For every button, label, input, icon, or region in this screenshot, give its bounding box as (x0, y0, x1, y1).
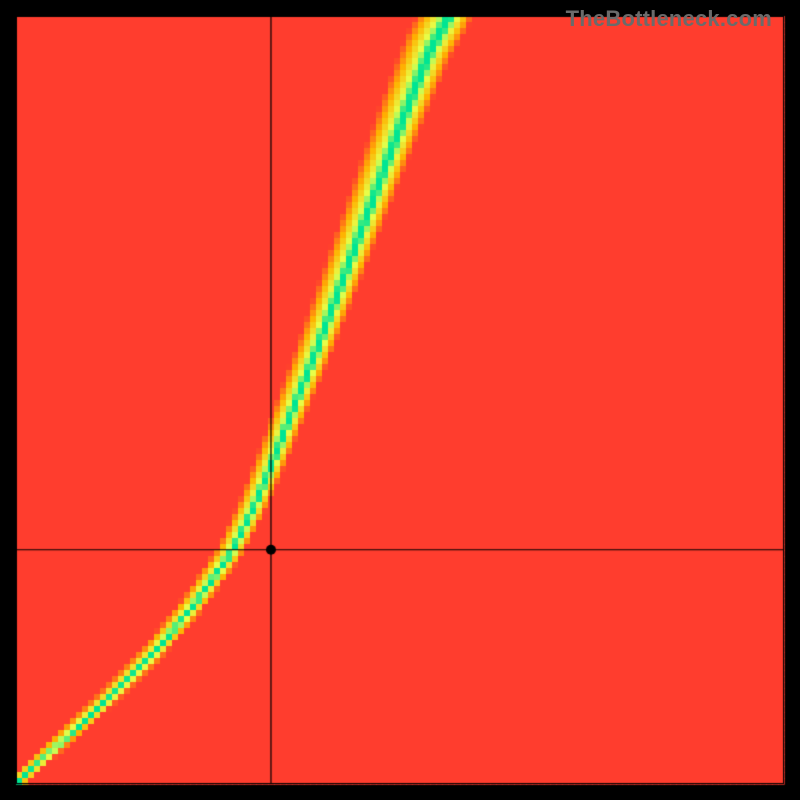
bottleneck-heatmap (0, 0, 800, 800)
watermark-text: TheBottleneck.com (566, 6, 772, 32)
